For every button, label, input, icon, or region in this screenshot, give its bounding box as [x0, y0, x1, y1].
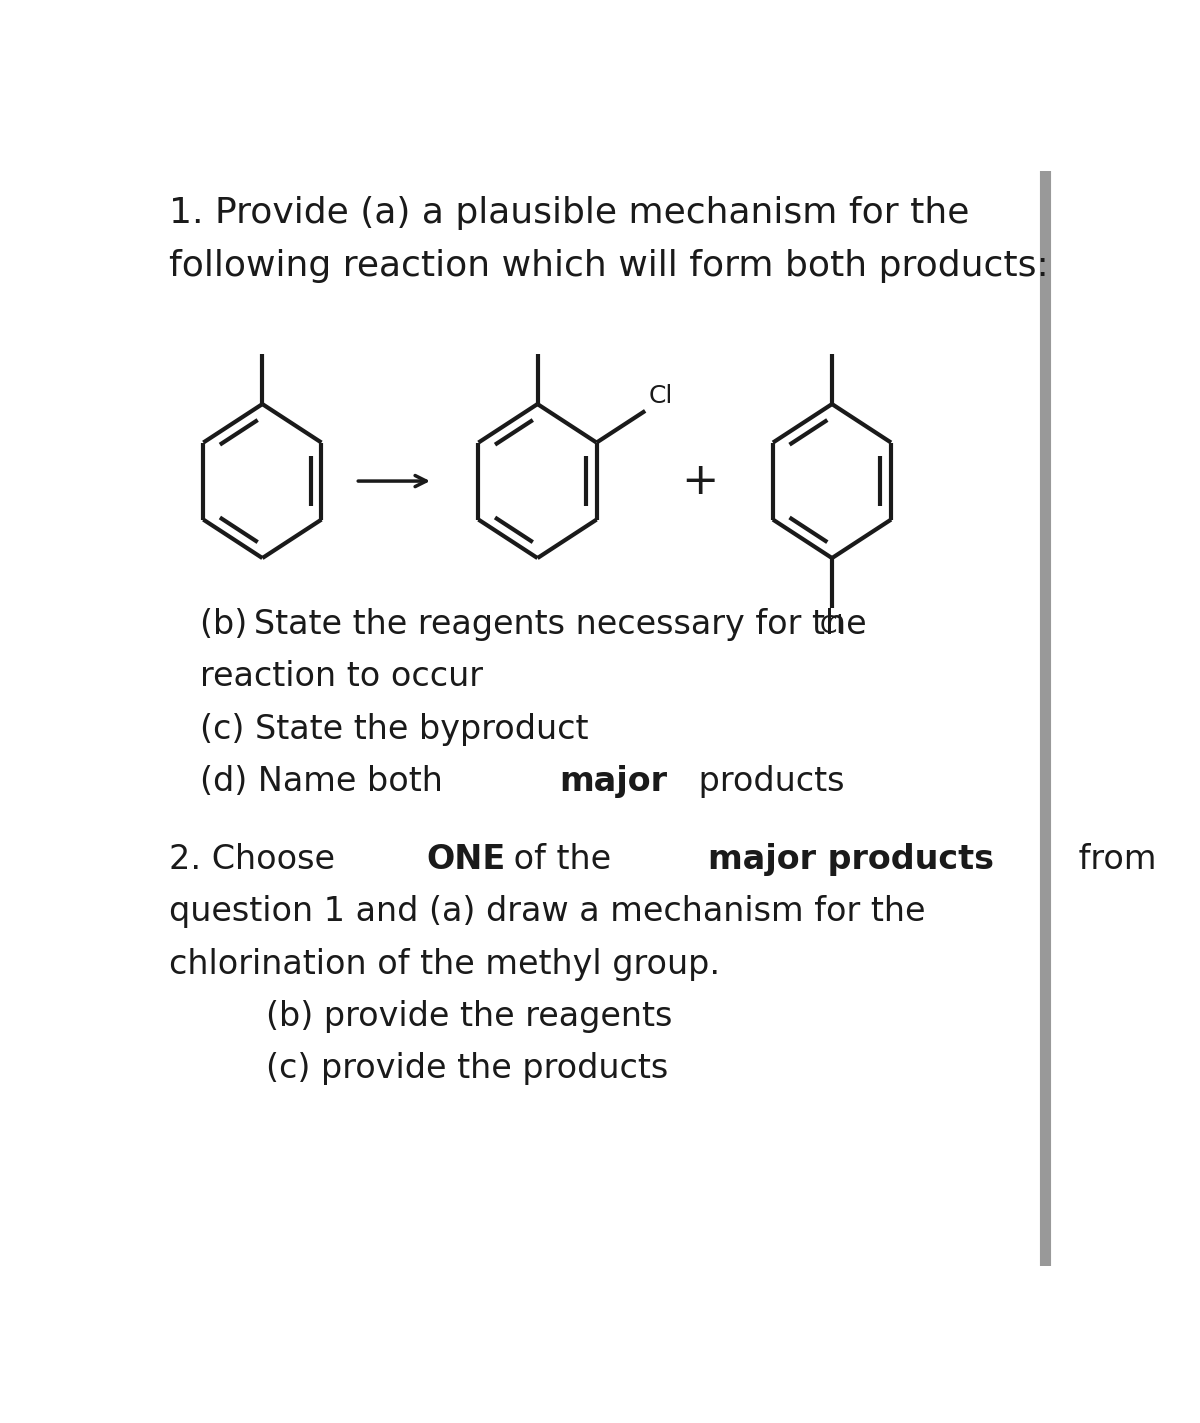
Text: from: from [1068, 842, 1157, 877]
Text: (d) Name both: (d) Name both [200, 766, 454, 798]
Text: major products: major products [708, 842, 995, 877]
Text: ONE: ONE [426, 842, 505, 877]
Text: Cl: Cl [820, 615, 844, 639]
Text: reaction to occur: reaction to occur [200, 660, 484, 693]
Text: of the: of the [503, 842, 622, 877]
Text: (c) provide the products: (c) provide the products [266, 1053, 668, 1086]
Text: (c) State the byproduct: (c) State the byproduct [200, 713, 589, 746]
Text: major: major [559, 766, 667, 798]
Text: products: products [688, 766, 845, 798]
Text: 1. Provide (a) a plausible mechanism for the: 1. Provide (a) a plausible mechanism for… [169, 196, 970, 231]
Text: +: + [682, 460, 719, 502]
Text: (b) State the reagents necessary for the: (b) State the reagents necessary for the [200, 608, 866, 642]
Text: question 1 and (a) draw a mechanism for the: question 1 and (a) draw a mechanism for … [169, 895, 926, 928]
Text: chlorination of the methyl group.: chlorination of the methyl group. [169, 948, 720, 980]
Text: 2. Choose: 2. Choose [169, 842, 346, 877]
Text: Cl: Cl [648, 384, 673, 408]
Text: (b) provide the reagents: (b) provide the reagents [266, 1000, 673, 1033]
Text: following reaction which will form both products:: following reaction which will form both … [169, 249, 1049, 283]
